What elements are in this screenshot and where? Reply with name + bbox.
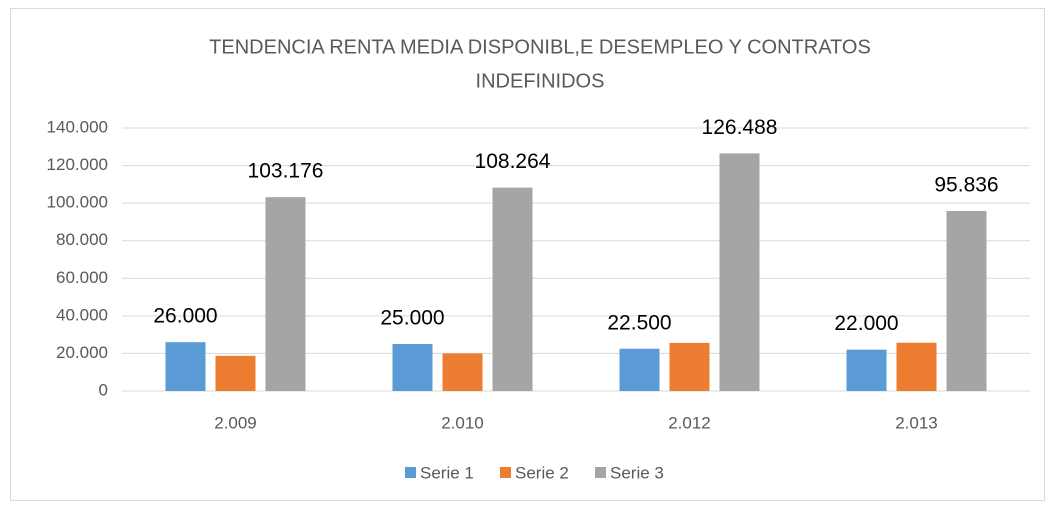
- data-label: 26.000: [153, 305, 217, 328]
- bar: [165, 342, 206, 391]
- data-label: 95.836: [934, 174, 998, 197]
- data-label: 103.176: [248, 160, 324, 183]
- x-tick-label: 2.012: [668, 413, 711, 432]
- bar: [896, 342, 937, 391]
- y-tick-label: 60.000: [56, 268, 108, 287]
- bar: [946, 210, 987, 391]
- y-tick-label: 140.000: [47, 117, 108, 136]
- data-label: 25.000: [380, 307, 444, 330]
- data-label: 108.264: [475, 150, 551, 173]
- y-tick-label: 0: [99, 380, 108, 399]
- data-label: 22.000: [834, 312, 898, 335]
- data-label: 22.500: [607, 311, 671, 334]
- bar: [669, 342, 710, 391]
- x-tick-label: 2.010: [441, 413, 484, 432]
- y-tick-label: 40.000: [56, 305, 108, 324]
- bar: [215, 355, 256, 391]
- bar: [619, 348, 660, 391]
- legend-swatch: [500, 467, 511, 478]
- y-tick-label: 80.000: [56, 230, 108, 249]
- bar: [442, 353, 483, 391]
- legend-label: Serie 1: [420, 463, 474, 482]
- y-tick-label: 120.000: [47, 155, 108, 174]
- data-label: 126.488: [702, 116, 778, 139]
- chart-title: INDEFINIDOS: [476, 70, 605, 92]
- chart-title: TENDENCIA RENTA MEDIA DISPONIBL,E DESEMP…: [209, 36, 871, 58]
- legend-label: Serie 2: [515, 463, 569, 482]
- bar: [846, 349, 887, 391]
- x-tick-label: 2.013: [895, 413, 938, 432]
- legend-swatch: [405, 467, 416, 478]
- bar: [392, 344, 433, 391]
- bar: [265, 197, 306, 391]
- legend-swatch: [595, 467, 606, 478]
- bar: [719, 153, 760, 391]
- x-tick-label: 2.009: [214, 413, 257, 432]
- y-tick-label: 100.000: [47, 193, 108, 212]
- legend-label: Serie 3: [610, 463, 664, 482]
- y-tick-label: 20.000: [56, 343, 108, 362]
- bar: [492, 187, 533, 391]
